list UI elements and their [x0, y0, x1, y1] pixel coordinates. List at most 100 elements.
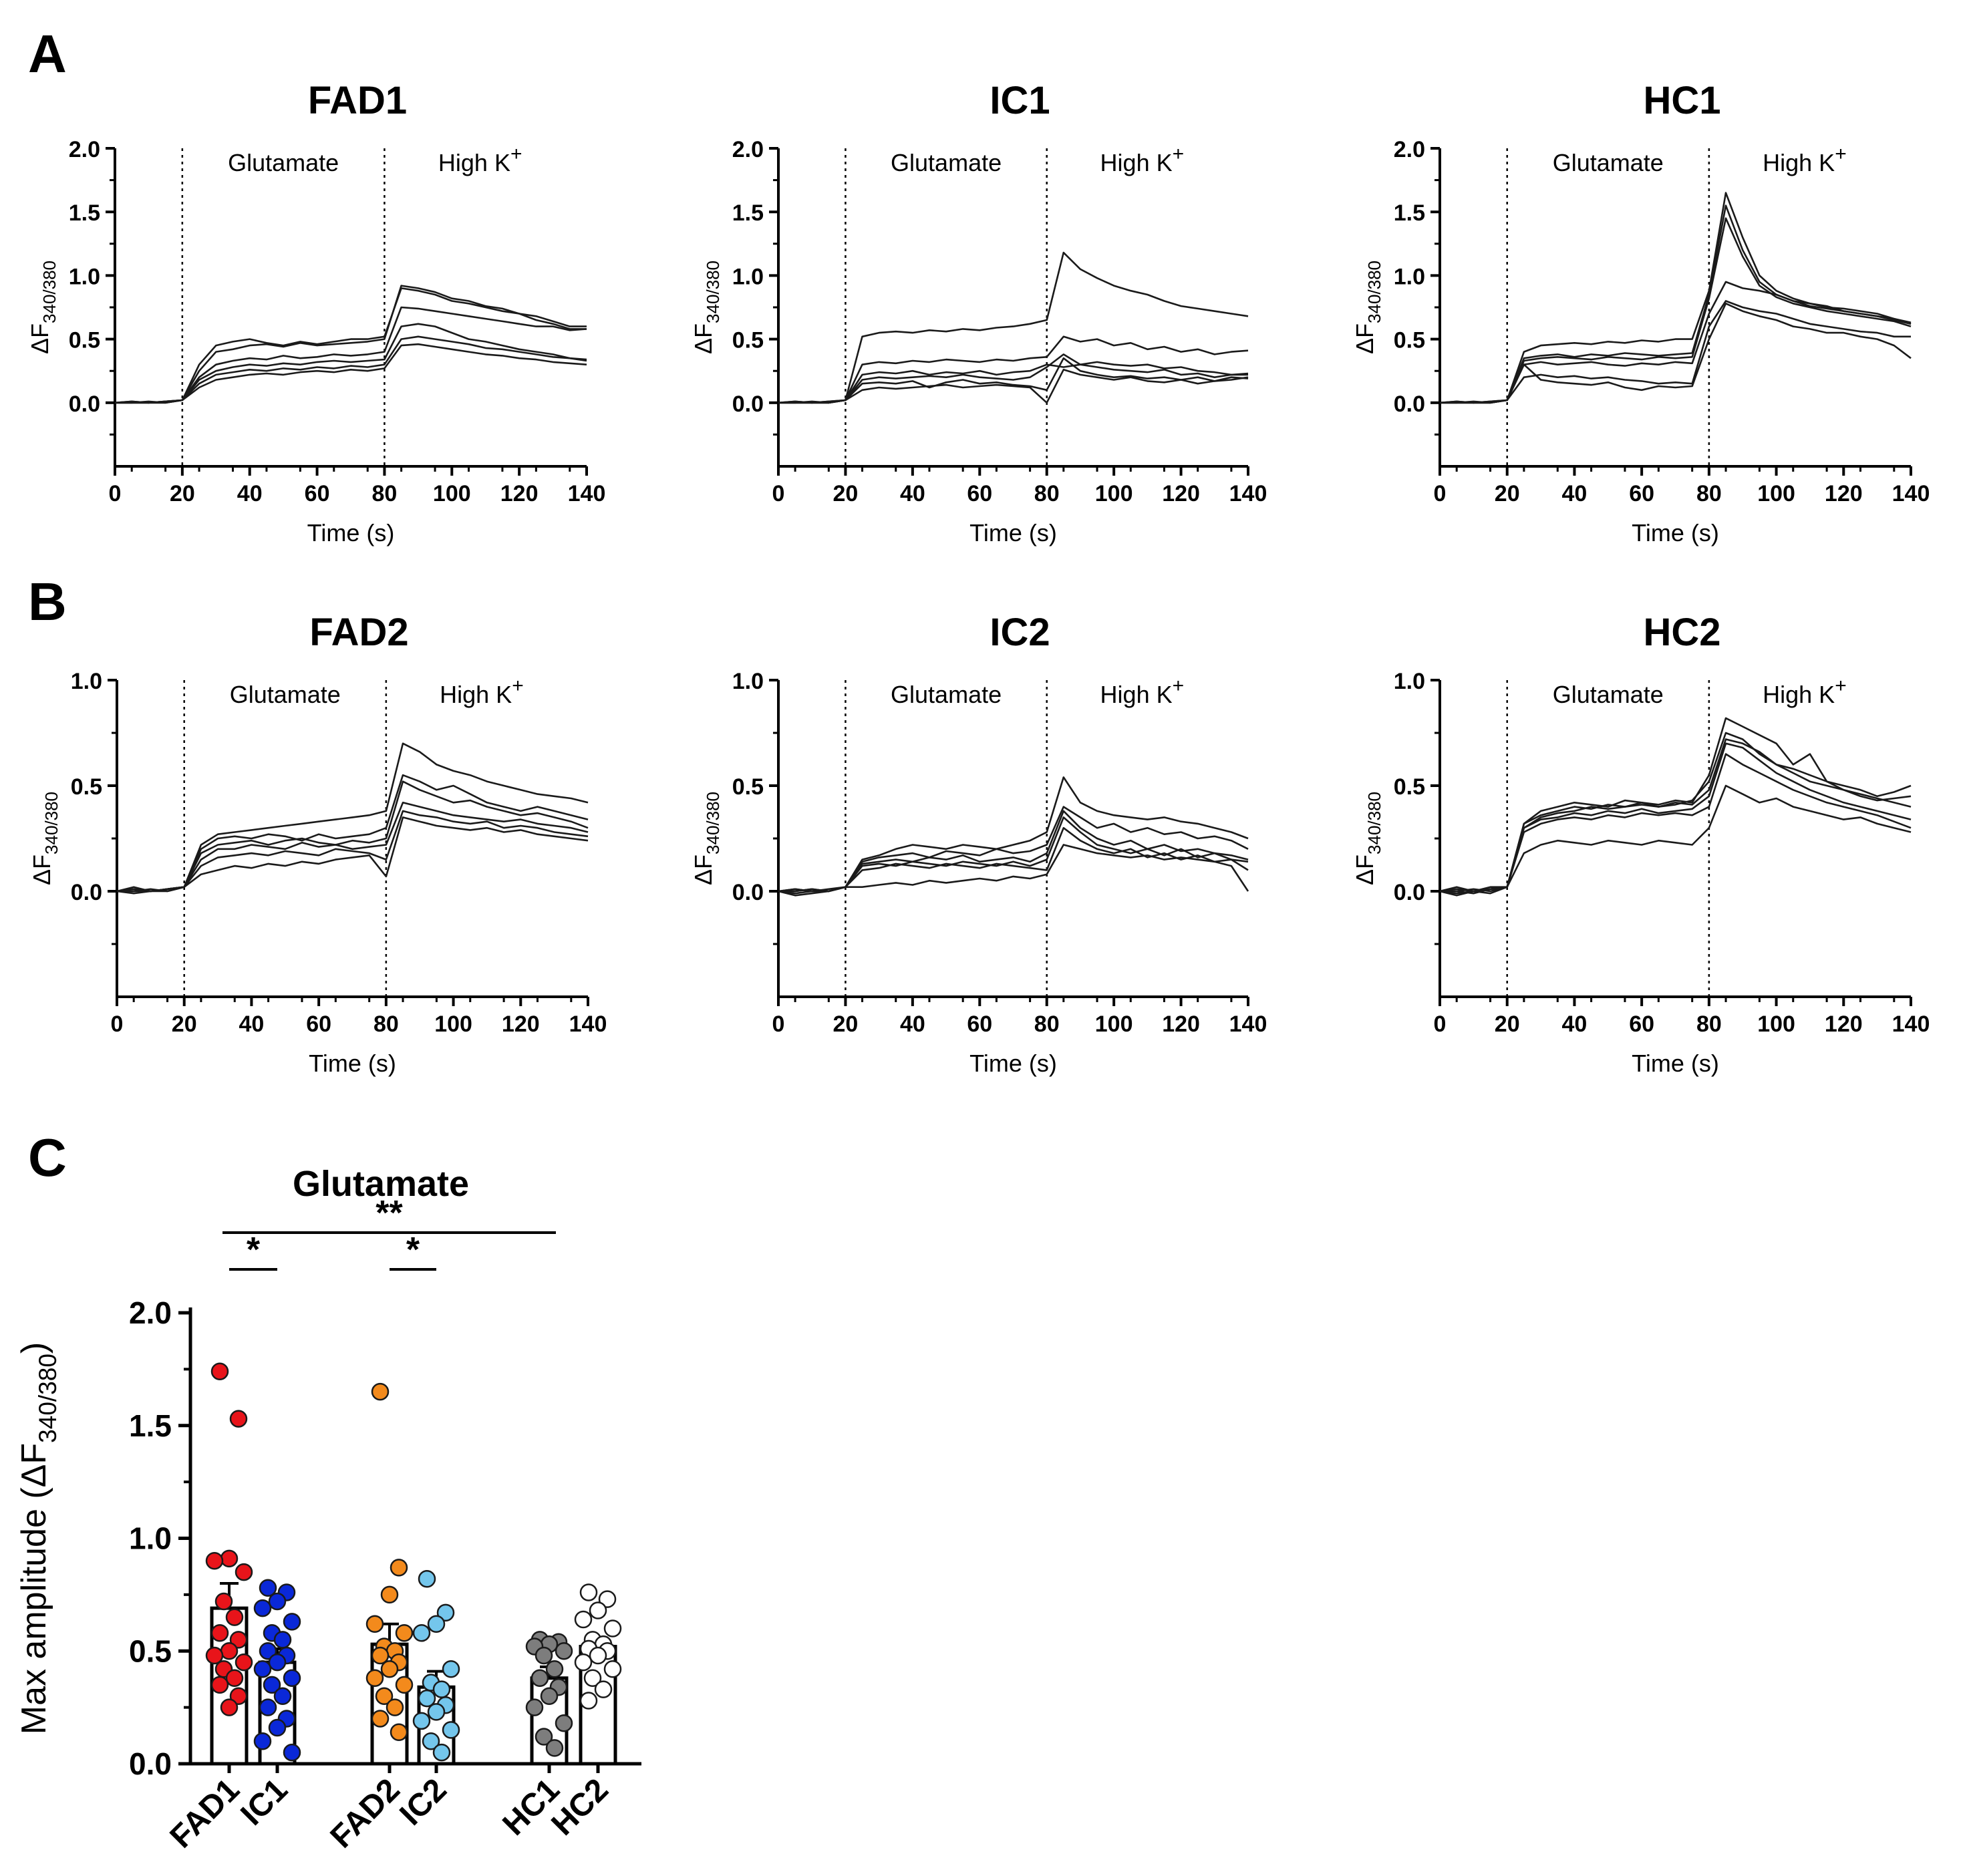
data-point	[371, 1382, 390, 1401]
data-point	[273, 1631, 292, 1649]
x-tick-label: 100	[433, 481, 471, 506]
trace-line-4	[778, 816, 1249, 893]
data-point	[540, 1687, 559, 1705]
y-tick-label: 2.0	[69, 137, 100, 162]
trace-line-5	[116, 810, 589, 893]
data-point	[555, 1714, 573, 1732]
data-point	[365, 1669, 384, 1687]
x-tick-label: 20	[170, 481, 195, 506]
data-point	[442, 1660, 460, 1678]
x-tick-label: 140	[569, 1011, 607, 1037]
y-tick-label: 1.0	[1394, 264, 1425, 289]
x-tick-label: 100	[1757, 1011, 1795, 1037]
x-axis-label: Time (s)	[309, 1050, 396, 1077]
data-point	[427, 1703, 446, 1721]
data-point	[386, 1698, 404, 1716]
data-point	[390, 1723, 408, 1741]
chart-title: HC2	[1643, 611, 1720, 654]
y-tick-label: 1.5	[732, 200, 764, 226]
chart-title: Glutamate	[293, 1164, 469, 1204]
trace-chart-fad1: FAD1 0.0 0.5 1.0 1.5 2.0 0 20 40 60 80 100 120 140 Tim…	[26, 79, 605, 546]
data-point	[594, 1680, 613, 1698]
data-point	[253, 1599, 272, 1617]
x-tick-label: 40	[900, 481, 925, 506]
data-point	[380, 1660, 399, 1678]
trace-line-5	[1439, 300, 1911, 404]
trace-line-1	[116, 742, 589, 893]
data-point	[579, 1692, 598, 1710]
data-point	[427, 1615, 446, 1633]
y-tick-label: 1.5	[1394, 200, 1425, 226]
panel-label-b: B	[28, 572, 67, 631]
panel-label-c: C	[28, 1128, 67, 1187]
trace-line-3	[778, 361, 1249, 404]
y-axis-label: ΔF340/380	[1351, 261, 1384, 354]
data-point	[220, 1549, 239, 1568]
y-tick-label: 0.5	[732, 774, 764, 800]
data-point	[235, 1563, 253, 1581]
chart-title: HC1	[1643, 79, 1720, 122]
data-point	[259, 1642, 277, 1660]
data-point	[418, 1689, 436, 1708]
data-point	[545, 1739, 564, 1757]
data-point	[283, 1669, 301, 1687]
x-tick-label: 60	[967, 481, 992, 506]
data-point	[268, 1653, 287, 1672]
x-tick-label: 0	[111, 1011, 124, 1037]
x-tick-label: 20	[1495, 1011, 1520, 1037]
chart-title: FAD1	[308, 79, 407, 122]
x-tick-label: 140	[1229, 1011, 1267, 1037]
data-point	[535, 1728, 553, 1746]
trace-line-6	[117, 816, 589, 893]
y-tick-label: 0.0	[732, 880, 764, 905]
y-axis-label: Max amplitude (ΔF340/380)	[15, 1342, 61, 1735]
stimulus-label-glutamate: Glutamate	[891, 681, 1002, 708]
data-point	[253, 1732, 272, 1750]
trace-line-6	[115, 343, 587, 404]
y-tick-label: 2.0	[129, 1295, 172, 1330]
trace-line-3	[116, 780, 589, 893]
y-tick-label: 0.5	[1394, 328, 1425, 353]
bar-group-ic1: IC1	[234, 1579, 301, 1833]
data-point	[229, 1631, 248, 1649]
data-point	[253, 1660, 272, 1678]
trace-line-2	[778, 335, 1249, 404]
significance-label: **	[375, 1194, 403, 1233]
x-tick-label: 120	[1162, 1011, 1200, 1037]
y-tick-label: 2.0	[732, 137, 764, 162]
x-tick-label: 80	[373, 1011, 399, 1037]
data-point	[583, 1669, 602, 1687]
stimulus-label-high-k: High K+	[438, 143, 522, 176]
y-tick-label: 0.0	[732, 392, 764, 417]
x-tick-label: 80	[1696, 1011, 1722, 1037]
y-tick-label: 0.5	[69, 328, 100, 353]
trace-line-5	[778, 357, 1249, 404]
data-point	[574, 1610, 593, 1629]
trace-line-1	[778, 251, 1249, 404]
stimulus-label-high-k: High K+	[1763, 143, 1847, 176]
data-point	[225, 1608, 244, 1626]
stimulus-label-high-k: High K+	[1763, 675, 1847, 708]
x-tick-label: 20	[172, 1011, 197, 1037]
significance-label: *	[247, 1231, 261, 1269]
data-point	[210, 1624, 229, 1642]
data-point	[205, 1552, 224, 1570]
y-tick-label: 1.0	[1394, 669, 1425, 694]
data-point	[555, 1642, 573, 1660]
stimulus-label-glutamate: Glutamate	[1553, 681, 1664, 708]
data-point	[375, 1687, 394, 1705]
data-point	[579, 1583, 598, 1601]
data-point	[268, 1592, 287, 1611]
y-tick-label: 1.0	[71, 669, 102, 694]
data-point	[283, 1613, 301, 1631]
x-tick-label: 0	[772, 481, 785, 506]
x-tick-label: 120	[1825, 481, 1863, 506]
y-axis-label: ΔF340/380	[26, 261, 59, 354]
trace-chart-hc1: HC1 0.0 0.5 1.0 1.5 2.0 0 20 40 60 80 100 120 140 Time…	[1351, 79, 1930, 546]
trace-line-5	[114, 335, 587, 404]
data-point	[380, 1585, 399, 1604]
y-axis-label: ΔF340/380	[28, 792, 61, 885]
trace-line-3	[1440, 217, 1912, 404]
y-tick-label: 0.5	[1394, 774, 1425, 800]
x-axis-label: Time (s)	[969, 519, 1057, 546]
